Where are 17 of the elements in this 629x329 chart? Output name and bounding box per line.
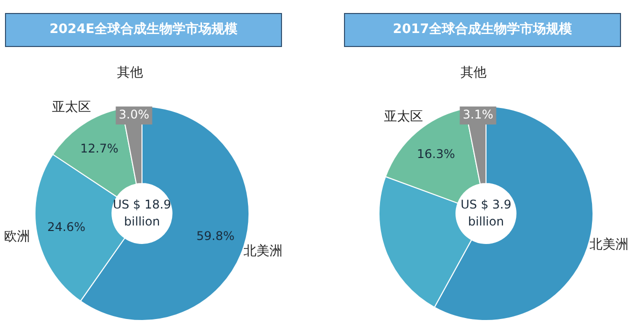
chart-title: 2017全球合成生物学市场规模 <box>344 13 621 47</box>
slice-label: 亚太区 <box>52 100 92 116</box>
data-label: 12.7% <box>80 141 118 156</box>
slice-label: 亚太区 <box>384 109 424 124</box>
slice-label: 欧洲 <box>4 229 30 244</box>
chart-title: 2024E全球合成生物学市场规模 <box>5 13 282 47</box>
slice-label: 其他 <box>117 65 144 80</box>
data-label: 3.0% <box>118 108 150 122</box>
data-label: 16.3% <box>416 147 456 162</box>
data-label: 24.6% <box>47 220 86 234</box>
data-label: 59.8% <box>196 228 235 243</box>
text: US $ 3.9 billion <box>460 198 512 229</box>
slice-label: 北美洲 <box>244 243 283 260</box>
data-label: 3.1% <box>462 108 494 122</box>
slice-label: 其他 <box>460 65 487 80</box>
text: US $ 18.9 billion <box>112 198 172 229</box>
slice-label: 北美洲 <box>590 236 629 252</box>
